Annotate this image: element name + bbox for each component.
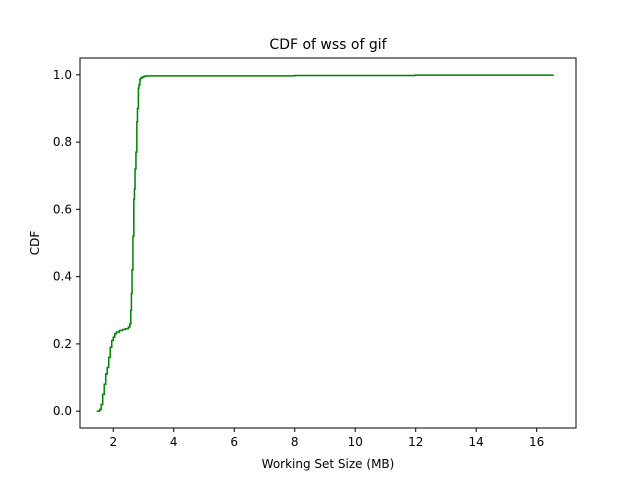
x-tick-label: 8 [291,435,299,449]
y-axis-ticks: 0.0 0.2 0.4 0.6 0.8 1.0 [53,68,80,418]
x-tick-label: 4 [170,435,178,449]
y-tick-label: 0.2 [53,337,72,351]
y-tick-label: 0.4 [53,270,72,284]
y-axis-label: CDF [28,231,42,256]
x-tick-label: 14 [469,435,484,449]
y-tick-label: 0.6 [53,202,72,216]
x-tick-label: 6 [230,435,238,449]
axes-frame [79,57,577,429]
y-tick-label: 0.0 [53,404,72,418]
y-tick-label: 0.8 [53,135,72,149]
chart-title: CDF of wss of gif [269,37,387,53]
y-tick-label: 1.0 [53,68,72,82]
plot-area [96,74,555,412]
cdf-series-line [96,74,555,412]
x-axis-label: Working Set Size (MB) [262,457,395,471]
x-axis-ticks: 2 4 6 8 10 12 14 16 [109,428,544,449]
x-tick-label: 10 [348,435,363,449]
x-tick-label: 16 [529,435,544,449]
x-tick-label: 2 [109,435,117,449]
x-tick-label: 12 [408,435,423,449]
